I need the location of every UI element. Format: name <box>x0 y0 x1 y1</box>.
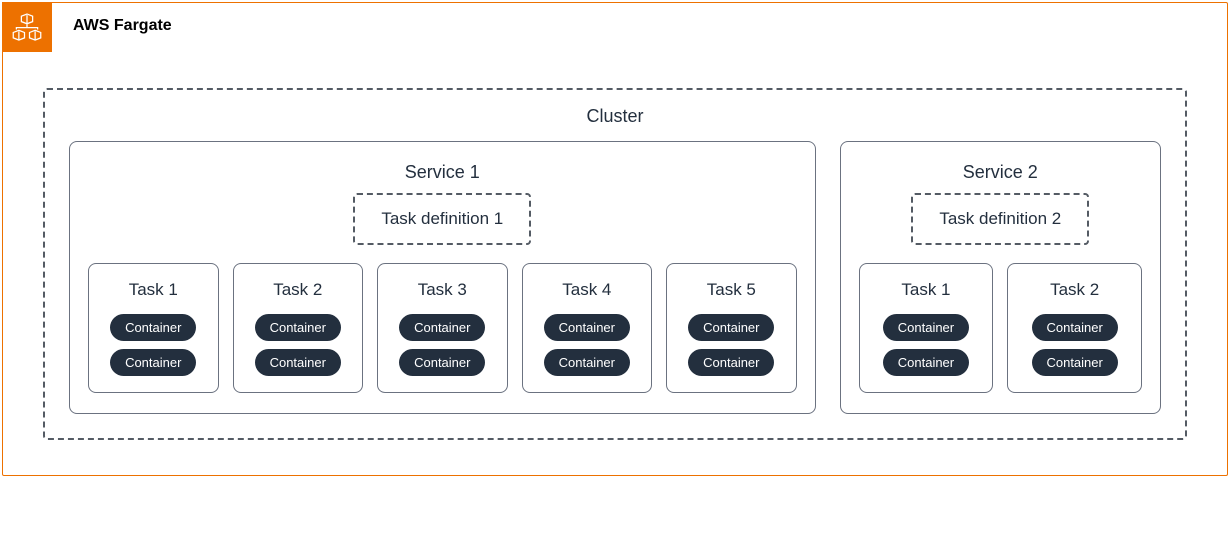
task-box: Task 4 Container Container <box>522 263 653 393</box>
service-box: Service 1 Task definition 1 Task 1 Containe… <box>69 141 816 414</box>
container-pill: Container <box>110 314 196 341</box>
task-box: Task 3 Container Container <box>377 263 508 393</box>
task-definition-box: Task definition 2 <box>911 193 1089 245</box>
task-label: Task 1 <box>901 280 950 300</box>
container-pill: Container <box>544 349 630 376</box>
container-pill: Container <box>1032 314 1118 341</box>
container-pill: Container <box>110 349 196 376</box>
task-label: Task 2 <box>273 280 322 300</box>
container-pill: Container <box>255 349 341 376</box>
container-pill: Container <box>399 349 485 376</box>
service-box: Service 2 Task definition 2 Task 1 Containe… <box>840 141 1161 414</box>
cluster-box: Cluster Service 1 Task definition 1 Task 1… <box>43 88 1187 440</box>
tasks-row: Task 1 Container Container Task 2 Container C… <box>859 263 1142 393</box>
cluster-label: Cluster <box>69 106 1161 127</box>
fargate-icon <box>2 2 52 52</box>
container-pill: Container <box>688 349 774 376</box>
task-box: Task 2 Container Container <box>233 263 364 393</box>
container-pill: Container <box>883 314 969 341</box>
container-pill: Container <box>1032 349 1118 376</box>
task-box: Task 5 Container Container <box>666 263 797 393</box>
services-row: Service 1 Task definition 1 Task 1 Containe… <box>69 141 1161 414</box>
container-pill: Container <box>544 314 630 341</box>
task-label: Task 2 <box>1050 280 1099 300</box>
container-pill: Container <box>255 314 341 341</box>
container-pill: Container <box>688 314 774 341</box>
tasks-row: Task 1 Container Container Task 2 Container C… <box>88 263 797 393</box>
task-definition-box: Task definition 1 <box>353 193 531 245</box>
service-label: Service 2 <box>963 162 1038 183</box>
task-label: Task 1 <box>129 280 178 300</box>
task-box: Task 2 Container Container <box>1007 263 1142 393</box>
container-pill: Container <box>883 349 969 376</box>
fargate-frame: AWS Fargate Cluster Service 1 Task defini… <box>2 2 1228 476</box>
diagram-body: Cluster Service 1 Task definition 1 Task 1… <box>3 3 1227 475</box>
task-label: Task 3 <box>418 280 467 300</box>
container-pill: Container <box>399 314 485 341</box>
task-label: Task 4 <box>562 280 611 300</box>
diagram-title: AWS Fargate <box>73 17 172 35</box>
task-box: Task 1 Container Container <box>859 263 994 393</box>
task-box: Task 1 Container Container <box>88 263 219 393</box>
task-label: Task 5 <box>707 280 756 300</box>
service-label: Service 1 <box>405 162 480 183</box>
